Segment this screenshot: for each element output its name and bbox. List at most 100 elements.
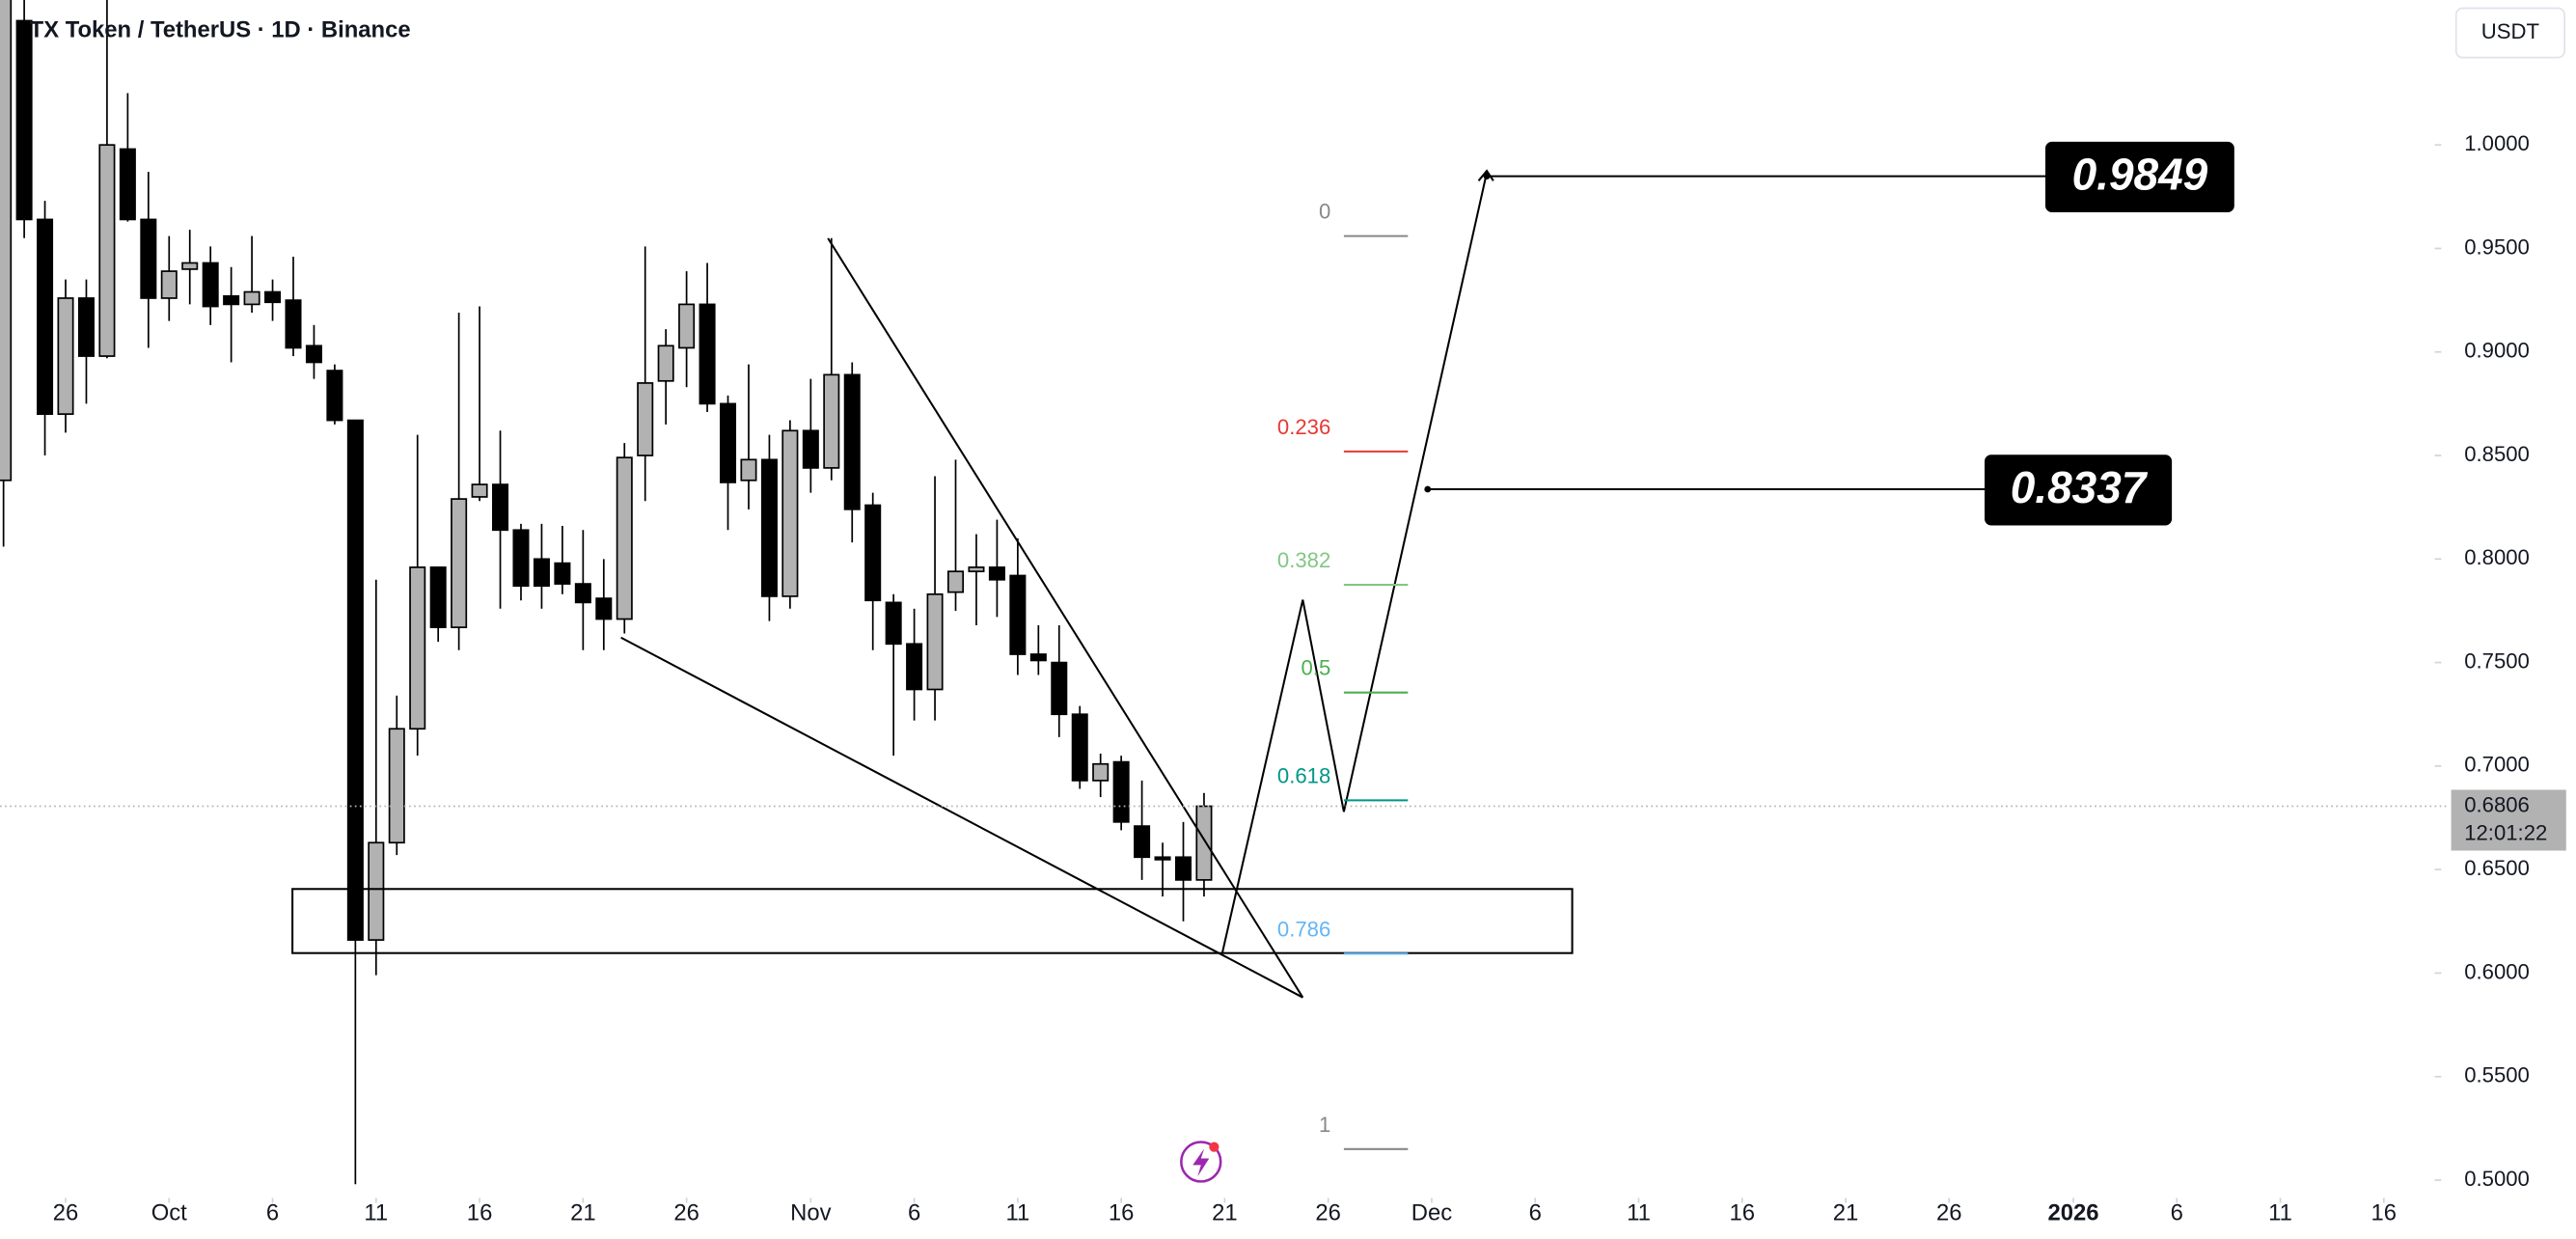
x-tick-label: 6: [908, 1200, 920, 1226]
x-tick-label: 6: [266, 1200, 279, 1226]
candle-body: [554, 562, 571, 585]
target-label: 0.8337: [2011, 462, 2149, 512]
candle-body: [492, 483, 509, 532]
fib-label: 1: [1319, 1113, 1330, 1137]
candle-body: [388, 728, 405, 844]
support-zone: [291, 888, 1574, 954]
candle-body: [574, 583, 591, 604]
candle-body: [1092, 762, 1110, 782]
candle-body: [926, 592, 944, 691]
candle-body: [57, 297, 74, 415]
target-box: [2044, 141, 2234, 213]
x-tick-label: 21: [1833, 1200, 1859, 1226]
candle-body: [823, 373, 840, 469]
candle-body: [843, 373, 861, 510]
candle-body: [988, 566, 1005, 581]
candle-body: [37, 218, 54, 415]
candle-body: [346, 419, 364, 941]
x-tick-label: 26: [1315, 1200, 1341, 1226]
candle-body: [1174, 856, 1192, 881]
x-tick-label: 11: [1005, 1200, 1029, 1226]
arrow-head: [1477, 169, 1494, 181]
x-tick-label: Nov: [790, 1200, 831, 1226]
y-tick-label: 0.6500: [2464, 856, 2530, 880]
candles: [0, 0, 1213, 1185]
fib-label: 0.236: [1277, 415, 1330, 439]
target-anchor: [1424, 485, 1432, 493]
drawings: [291, 169, 1574, 999]
price-box: [2451, 789, 2566, 851]
y-tick-label: 1.0000: [2464, 131, 2530, 155]
y-tick-label: 0.5500: [2464, 1063, 2530, 1088]
projection-path: [1220, 172, 1489, 953]
candle-body: [243, 290, 260, 306]
x-tick-label: 11: [2268, 1200, 2292, 1226]
candle-body: [264, 290, 282, 304]
candle-body: [637, 382, 654, 456]
icon-circle[interactable]: [1180, 1141, 1222, 1183]
candle-body: [1134, 825, 1151, 859]
candle-body: [409, 566, 426, 730]
fib-label: 0.786: [1277, 917, 1330, 941]
candle-body: [285, 299, 302, 349]
x-tick-label: 21: [1212, 1200, 1238, 1226]
currency-button[interactable]: USDT: [2454, 7, 2565, 59]
icon-dot[interactable]: [1209, 1142, 1219, 1152]
candle-body: [864, 504, 882, 602]
candle-body: [906, 643, 923, 691]
target-anchor: [1483, 173, 1491, 179]
candle-body: [1154, 856, 1171, 861]
candle-body: [119, 148, 136, 221]
candle-body: [760, 458, 778, 597]
candle-body: [181, 262, 199, 270]
candle-body: [616, 456, 633, 620]
fib-label: 0.5: [1302, 656, 1331, 680]
y-tick-label: 0.8000: [2464, 545, 2530, 569]
y-tick-label: 0.6000: [2464, 959, 2530, 983]
candle-body: [223, 294, 240, 306]
candle-body: [678, 303, 696, 349]
candle-body: [77, 297, 95, 357]
alert-icon[interactable]: [1180, 1141, 1222, 1183]
target-label: 0.9849: [2072, 149, 2208, 199]
target-box: [1984, 454, 2173, 526]
candle-body: [595, 597, 613, 620]
fib-label: 0.618: [1277, 763, 1330, 787]
candle-body: [740, 458, 757, 482]
x-tick-label: 6: [2171, 1200, 2183, 1226]
candle-body: [160, 270, 178, 299]
candle-body: [1029, 653, 1047, 662]
candle-body: [140, 218, 157, 299]
candle-body: [451, 498, 468, 628]
icon-bolt[interactable]: [1192, 1148, 1210, 1177]
chart-title: TX Token / TetherUS · 1D · Binance: [30, 17, 411, 43]
x-tick-label: 26: [673, 1200, 699, 1226]
button-label[interactable]: USDT: [2481, 19, 2539, 43]
candle-body: [781, 429, 799, 597]
candle-body: [15, 19, 33, 221]
candle-body: [802, 429, 819, 469]
x-tick-label: 21: [570, 1200, 596, 1226]
x-tick-label: 16: [1729, 1200, 1755, 1226]
x-tick-label: 6: [1529, 1200, 1542, 1226]
price-label: 0.6806: [2464, 792, 2530, 816]
x-tick-label: 26: [1936, 1200, 1962, 1226]
trendline: [620, 636, 1303, 999]
x-tick-label: 16: [1109, 1200, 1135, 1226]
y-tick-label: 0.9500: [2464, 234, 2530, 259]
candle-body: [98, 144, 116, 357]
y-tick-label: 0.9000: [2464, 339, 2530, 363]
trendline: [827, 237, 1304, 999]
candle-body: [885, 601, 902, 646]
x-tick-label: 11: [364, 1200, 388, 1226]
button-frame[interactable]: [2454, 7, 2565, 59]
x-tick-label: 26: [53, 1200, 79, 1226]
candle-body: [202, 262, 219, 308]
candle-body: [471, 483, 488, 498]
y-tick-label: 0.5000: [2464, 1167, 2530, 1191]
candle-body: [305, 344, 322, 364]
candle-body: [1195, 805, 1213, 881]
countdown-label: 12:01:22: [2464, 820, 2547, 844]
x-tick-label: 16: [2371, 1200, 2398, 1226]
